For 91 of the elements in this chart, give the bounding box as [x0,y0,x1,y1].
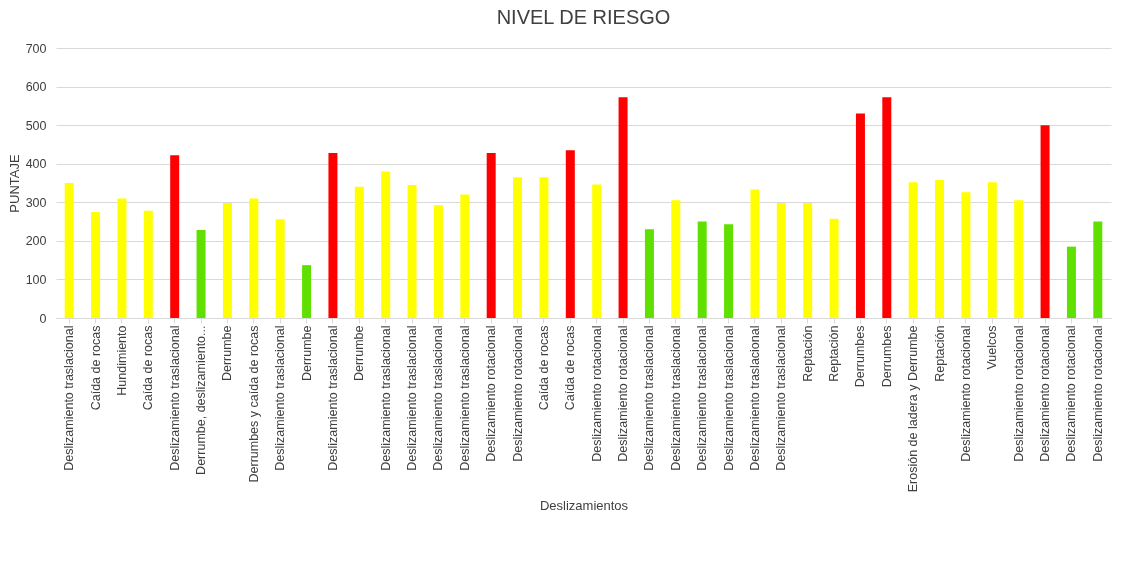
x-tick-label: Derrumbes [879,325,894,388]
bar [117,198,127,318]
x-tick-label: Deslizamiento traslacional [774,325,789,471]
bar [275,219,285,318]
x-tick-label: Derrumbe, deslizamiento... [194,325,209,475]
x-tick-label: Deslizamiento traslacional [62,325,77,471]
x-tick-label: Deslizamiento rotacional [510,325,525,462]
bar [592,184,602,318]
bar [750,189,760,318]
x-tick-label: Derrumbe [299,325,314,382]
bar [829,218,839,318]
bar [91,211,101,318]
bar [381,171,391,318]
x-tick-label: Erosión de ladera y Derrumbe [906,325,921,493]
y-tick-label: 0 [39,311,47,326]
bar [249,198,259,318]
y-tick-label: 300 [25,195,47,210]
bar [328,152,338,318]
x-tick-label: Deslizamiento traslacional [405,325,420,471]
x-tick-label: Reptación [932,325,947,382]
y-tick-label: 200 [25,234,47,249]
x-tick-label: Deslizamiento rotacional [958,325,973,462]
bar [513,177,523,318]
x-tick-label: Deslizamiento rotacional [1064,325,1079,462]
x-tick-label: Deslizamiento traslacional [431,325,446,471]
y-tick-label: 400 [25,157,47,172]
bar [222,203,232,318]
bar [908,182,918,318]
bar [486,152,496,318]
bar [776,203,786,318]
bar [433,205,443,318]
x-tick-label: Deslizamiento rotacional [1011,325,1026,462]
bar [565,150,575,318]
x-tick-label: Deslizamiento traslacional [167,325,182,471]
chart-title: NIVEL DE RIESGO [496,6,671,28]
bar [407,184,417,318]
x-tick-label: Deslizamiento traslacional [273,325,288,471]
x-tick-label: Hundimiento [114,325,129,396]
bar [961,192,971,318]
x-tick-label: Reptación [827,325,842,382]
x-tick-label: Caída de rocas [141,325,156,411]
x-tick-label: Deslizamiento traslacional [457,325,472,471]
x-tick-label: Deslizamiento rotacional [1038,325,1053,462]
bar [1066,246,1076,318]
x-tick-label: Deslizamiento rotacional [589,325,604,462]
x-tick-label: Derrumbes [853,325,868,388]
x-tick-label: Deslizamiento traslacional [747,325,762,471]
x-tick-label: Caída de rocas [536,325,551,411]
x-tick-label: Deslizamiento traslacional [695,325,710,471]
bar [143,210,153,318]
y-tick-label: 600 [25,80,47,95]
bar [1014,200,1024,318]
x-tick-label: Deslizamiento traslacional [721,325,736,471]
x-tick-label: Deslizamiento rotacional [1090,325,1105,462]
bar [1040,125,1050,318]
x-tick-label: Deslizamiento traslacional [668,325,683,471]
bar [882,97,892,318]
bar [935,179,945,318]
x-tick-label: Derrumbes y caída de rocas [246,325,261,483]
bar [1093,221,1103,318]
x-tick-label: Caída de rocas [563,325,578,411]
x-tick-label: Deslizamiento traslacional [378,325,393,471]
bar [539,177,549,318]
x-tick-label: Caída de rocas [88,325,103,411]
bar [987,182,997,318]
y-tick-label: 500 [25,118,47,133]
bar [460,194,470,318]
y-axis-title: PUNTAJE [6,154,22,213]
bar [64,183,74,318]
x-tick-label: Derrumbe [352,325,367,382]
bar [302,265,312,318]
bar [803,203,813,318]
bar [697,221,707,318]
y-tick-label: 100 [25,272,47,287]
bar [196,230,206,318]
bar [671,200,681,318]
x-tick-label: Reptación [800,325,815,382]
bar [354,186,364,318]
bar [618,97,628,318]
bar [170,155,180,318]
y-tick-label: 700 [25,41,47,56]
x-tick-label: Deslizamiento rotacional [616,325,631,462]
x-tick-label: Derrumbe [220,325,235,382]
bar [724,224,734,318]
bar [644,229,654,318]
x-tick-label: Vuelcos [985,325,1000,370]
x-tick-label: Deslizamiento traslacional [642,325,657,471]
x-axis-title: Deslizamientos [539,498,629,514]
x-tick-label: Deslizamiento traslacional [325,325,340,471]
x-tick-label: Deslizamiento rotacional [484,325,499,462]
bar [855,113,865,318]
